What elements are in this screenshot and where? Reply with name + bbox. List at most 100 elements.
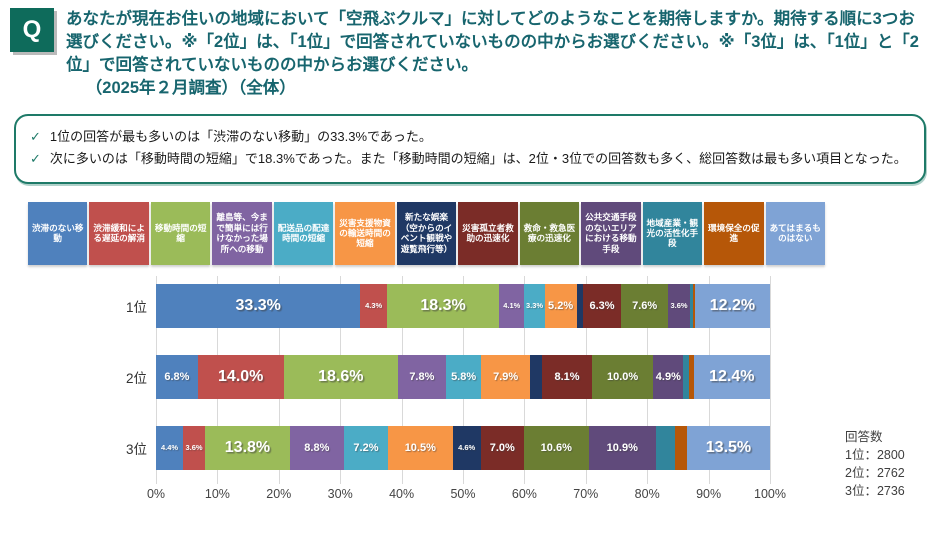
- row-label: 1位: [125, 299, 147, 315]
- legend-item: 災害支援物資の輸送時間の短縮: [335, 201, 395, 265]
- segment-value: 10.6%: [540, 441, 572, 454]
- segment-value: 4.3%: [365, 301, 383, 311]
- legend-item: 離島等、今まで簡単には行けなかった場所への移動: [212, 201, 272, 265]
- checkmark-icon: ✓: [30, 129, 41, 145]
- question-badge: Q: [10, 8, 54, 52]
- legend-item: 災害孤立者救助の迅速化: [458, 201, 518, 265]
- segment-value: 7.2%: [353, 441, 379, 454]
- segment-value: 8.1%: [554, 370, 580, 383]
- bar-segment: 7.9%: [481, 354, 530, 399]
- bar-segment: [529, 354, 543, 399]
- legend-item: あてはまるものはない: [765, 201, 825, 265]
- chart-legend: 渋滞のない移動 渋滞緩和による遅延の解消 移動時間の短縮 離島等、今まで簡単には行けな…: [28, 201, 825, 265]
- bar-segment: 3.6%: [183, 425, 206, 470]
- bar-segment: 4.6%: [452, 425, 481, 470]
- bar-segment: [675, 425, 688, 470]
- segment-value: 4.4%: [160, 443, 179, 453]
- bar-segment: 14.0%: [197, 354, 284, 399]
- segment-value: 4.9%: [655, 370, 681, 383]
- question-badge-label: Q: [22, 16, 42, 43]
- x-axis-tick: 100%: [754, 486, 786, 501]
- legend-item: 環境保全の促進: [704, 201, 764, 265]
- segment-value: 8.8%: [304, 441, 330, 454]
- segment-value: 5.8%: [451, 370, 477, 383]
- bar-segment: 13.8%: [205, 425, 290, 470]
- stacked-bar: 33.3% 4.3% 18.3% 4.1% 3.3% 5.2% 6.3% 7.6% 3.6% 12…: [156, 283, 770, 328]
- stacked-bar: 6.8% 14.0% 18.6% 7.8% 5.8% 7.9% 8.1% 10.0% 4.9% 1…: [156, 354, 770, 399]
- legend-item: 新たな娯楽（空からのイベント観戦や遊覧飛行等）: [396, 201, 457, 265]
- bar-segment: [655, 425, 676, 470]
- legend-item: 移動時間の短縮: [150, 201, 211, 265]
- x-axis-tick: 50%: [450, 486, 476, 501]
- bar-segment: 12.4%: [693, 354, 770, 399]
- bar-segment: 3.3%: [524, 283, 545, 328]
- question-text: あなたが現在お住いの地域において「空飛ぶクルマ」に対してどのようなことを期待しま…: [66, 10, 919, 74]
- row-label: 2位: [125, 370, 147, 386]
- bar-segment: 5.8%: [445, 354, 482, 399]
- segment-value: 7.0%: [489, 441, 515, 454]
- question-header: Q あなたが現在お住いの地域において「空飛ぶクルマ」に対してどのようなことを期待…: [0, 0, 940, 100]
- bar-segment: 8.8%: [289, 425, 344, 470]
- bar-row: 2位 6.8% 14.0% 18.6% 7.8% 5.8% 7.9% 8.1% 10.0% 4.9…: [28, 354, 770, 399]
- bar-segment: 12.2%: [694, 283, 770, 328]
- x-axis: 0% 10% 20% 30% 40% 50% 60% 70% 80% 90% 100%: [147, 484, 786, 506]
- bar-segment: [688, 354, 694, 399]
- respondent-counts: 回答数 1位：2800 2位：2762 3位：2736: [845, 428, 905, 501]
- segment-value: 14.0%: [218, 367, 264, 385]
- plot-area: 1位 33.3% 4.3% 18.3% 4.1% 3.3% 5.2% 6.3% 7.6% 3.6%…: [28, 275, 930, 506]
- bar-segment: 7.0%: [480, 425, 524, 470]
- bar-row: 1位 33.3% 4.3% 18.3% 4.1% 3.3% 5.2% 6.3% 7.6% 3.6%…: [28, 283, 770, 328]
- legend-item: 配送品の配達時間の短縮: [273, 201, 334, 265]
- bar-segment: 3.6%: [668, 283, 691, 328]
- segment-value: 33.3%: [235, 296, 281, 314]
- bar-segment: 6.3%: [582, 283, 622, 328]
- x-axis-tick: 40%: [389, 486, 415, 501]
- segment-value: 10.5%: [404, 441, 436, 454]
- segment-value: 4.1%: [503, 301, 521, 311]
- legend-item: 渋滞緩和による遅延の解消: [89, 201, 149, 265]
- gridline: [770, 275, 771, 484]
- summary-box: ✓ 1位の回答が最も多いのは「渋滞のない移動」の33.3%であった。 ✓ 次に多…: [14, 114, 926, 184]
- bar-segment: 4.9%: [653, 354, 684, 399]
- bar-segment: 4.3%: [360, 283, 387, 328]
- stacked-bar-chart: 渋滞のない移動 渋滞緩和による遅延の解消 移動時間の短縮 離島等、今まで簡単には行けな…: [28, 201, 930, 506]
- x-axis-tick: 70%: [573, 486, 599, 501]
- segment-value: 13.5%: [705, 438, 752, 456]
- bar-row: 3位 4.4% 3.6% 13.8% 8.8% 7.2% 10.5% 4.6% 7.0% 10.6…: [28, 425, 770, 470]
- bar-segment: 18.6%: [283, 354, 398, 399]
- segment-value: 3.6%: [185, 443, 203, 453]
- segment-value: 7.8%: [409, 370, 435, 383]
- bar-segment: [683, 354, 689, 399]
- segment-value: 5.2%: [548, 299, 574, 312]
- bar-segment: 33.3%: [156, 283, 361, 328]
- summary-text: 次に多いのは「移動時間の短縮」で18.3%であった。また「移動時間の短縮」は、2…: [49, 150, 907, 166]
- x-axis-tick: 0%: [146, 486, 166, 501]
- segment-value: 12.2%: [709, 296, 756, 314]
- respondent-counts-title: 回答数: [845, 429, 883, 444]
- legend-item: 渋滞のない移動: [28, 201, 88, 265]
- bar-segment: 5.2%: [544, 283, 577, 328]
- segment-value: 18.3%: [420, 296, 466, 314]
- legend-item: 公共交通手段のないエリアにおける移動手段: [581, 201, 641, 265]
- respondent-count-line: 2位：2762: [845, 466, 905, 480]
- legend-item: 地域産業・観光の活性化手段: [642, 201, 703, 265]
- bar-segment: 8.1%: [542, 354, 592, 399]
- bar-segment: 10.6%: [523, 425, 589, 470]
- respondent-count-line: 1位：2800: [845, 447, 905, 462]
- segment-value: 3.6%: [670, 301, 688, 311]
- segment-value: 6.8%: [164, 370, 190, 383]
- segment-value: 13.8%: [224, 438, 271, 456]
- x-axis-tick: 10%: [204, 486, 230, 501]
- x-axis-tick: 80%: [634, 486, 660, 501]
- segment-value: 18.6%: [318, 367, 364, 385]
- question-title: あなたが現在お住いの地域において「空飛ぶクルマ」に対してどのようなことを期待しま…: [66, 8, 928, 100]
- segment-value: 7.9%: [493, 370, 519, 383]
- row-label: 3位: [125, 441, 147, 457]
- segment-value: 3.3%: [525, 301, 544, 311]
- bar-segment: 7.2%: [343, 425, 389, 470]
- checkmark-icon: ✓: [30, 150, 41, 166]
- legend-item: 救命・救急医療の迅速化: [519, 201, 580, 265]
- bar-segment: 6.8%: [156, 354, 198, 399]
- segment-value: 10.0%: [606, 370, 639, 383]
- segment-value: 12.4%: [709, 367, 755, 385]
